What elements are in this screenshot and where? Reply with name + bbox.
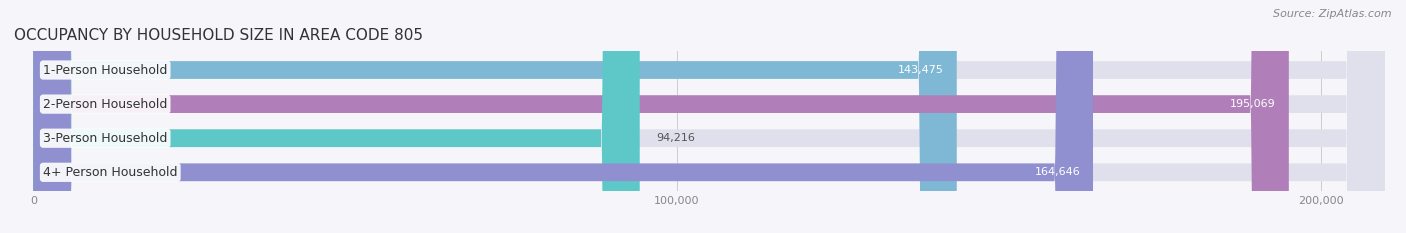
Text: 4+ Person Household: 4+ Person Household xyxy=(44,166,177,179)
FancyBboxPatch shape xyxy=(34,0,640,233)
FancyBboxPatch shape xyxy=(34,0,1385,233)
FancyBboxPatch shape xyxy=(34,0,1289,233)
Text: OCCUPANCY BY HOUSEHOLD SIZE IN AREA CODE 805: OCCUPANCY BY HOUSEHOLD SIZE IN AREA CODE… xyxy=(14,28,423,43)
Text: 143,475: 143,475 xyxy=(898,65,943,75)
Text: 3-Person Household: 3-Person Household xyxy=(44,132,167,145)
FancyBboxPatch shape xyxy=(34,0,956,233)
Text: 164,646: 164,646 xyxy=(1035,167,1080,177)
Text: 94,216: 94,216 xyxy=(655,133,695,143)
FancyBboxPatch shape xyxy=(34,0,1385,233)
Text: Source: ZipAtlas.com: Source: ZipAtlas.com xyxy=(1274,9,1392,19)
Text: 1-Person Household: 1-Person Household xyxy=(44,64,167,76)
FancyBboxPatch shape xyxy=(34,0,1092,233)
Text: 195,069: 195,069 xyxy=(1230,99,1275,109)
FancyBboxPatch shape xyxy=(34,0,1385,233)
Text: 2-Person Household: 2-Person Household xyxy=(44,98,167,111)
FancyBboxPatch shape xyxy=(34,0,1385,233)
